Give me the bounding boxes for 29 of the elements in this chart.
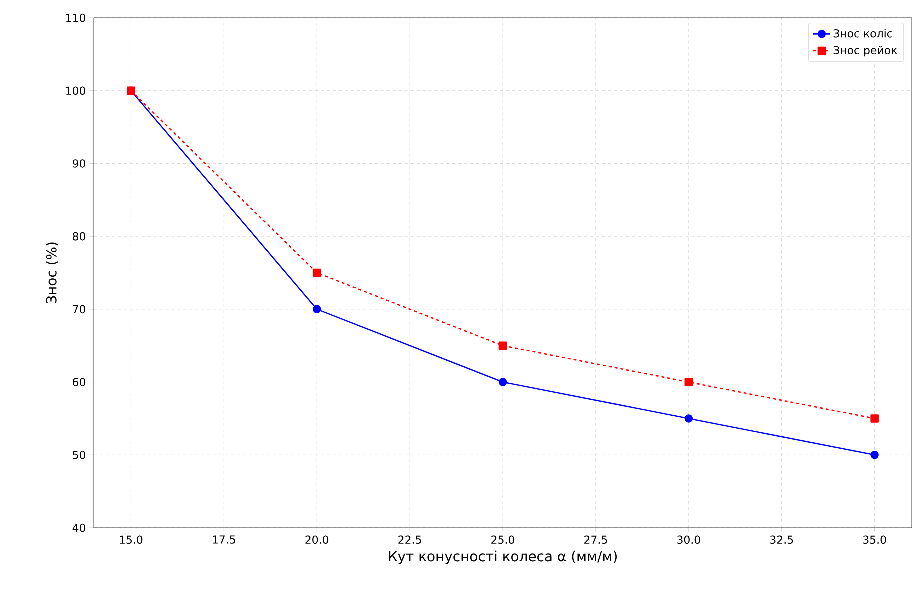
y-tick-label: 100 <box>66 86 86 96</box>
legend-label: Знос коліс <box>834 29 892 38</box>
legend-label: Знос рейок <box>834 46 898 57</box>
x-tick-label: 22.5 <box>398 536 422 544</box>
point <box>312 268 322 278</box>
x-tick-label: 17.5 <box>213 536 236 544</box>
y-tick-label: 60 <box>73 378 86 386</box>
x-tick-label: 20.0 <box>306 536 329 544</box>
point <box>498 378 508 386</box>
x-tick-label: 25.0 <box>492 536 514 544</box>
point <box>312 305 322 314</box>
x-tick-label: 15.0 <box>120 536 143 544</box>
x-tick-label: 32.5 <box>770 536 794 544</box>
x-tick-label: 35.0 <box>863 536 886 544</box>
y-tick-label: 110 <box>66 14 86 22</box>
point <box>870 414 879 423</box>
x-tick-label: 27.5 <box>584 536 608 544</box>
x-axis-title: Кут конусності колеса α (мм/м) <box>389 550 617 564</box>
y-tick-label: 90 <box>72 160 86 168</box>
y-tick-label: 40 <box>72 524 86 532</box>
point <box>870 451 879 460</box>
y-tick-label: 70 <box>73 305 86 314</box>
y-tick-label: 50 <box>73 451 86 460</box>
point <box>684 414 694 423</box>
y-axis-title: Знос (%) <box>46 242 58 304</box>
x-tick-label: 30.0 <box>678 536 700 544</box>
y-tick-label: 80 <box>73 232 86 241</box>
point <box>498 342 508 350</box>
point <box>684 378 694 386</box>
